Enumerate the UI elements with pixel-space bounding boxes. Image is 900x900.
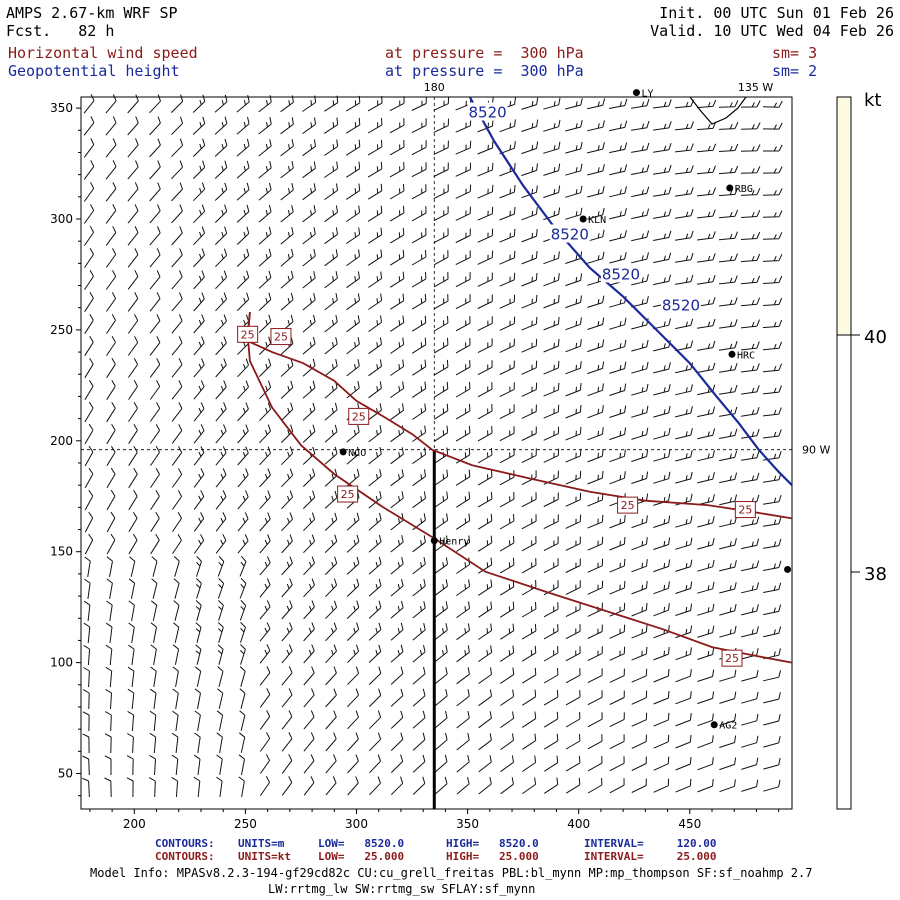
contours: 8520 8520 8520 8520 25 25 25 25 25 25 25 <box>237 96 793 667</box>
speed-contour-25 <box>246 312 793 520</box>
plot-frame <box>80 96 793 810</box>
speed-contour-label: 25 <box>725 652 739 665</box>
forecast-hour: Fcst. 82 h <box>6 22 115 40</box>
speed-contour-label: 25 <box>738 504 752 517</box>
contours-low-speed: LOW= 25.000 <box>318 850 405 863</box>
x-tick-label: 400 <box>567 817 590 831</box>
height-label-bg <box>660 295 701 314</box>
station-dot <box>784 565 792 573</box>
speed-contour-label: 25 <box>352 410 366 423</box>
station-dot <box>339 448 347 456</box>
speed-label-box <box>237 325 259 343</box>
y-tick-label: 350 <box>50 101 73 115</box>
colorbar-label: 38 <box>864 564 887 585</box>
station-label: LY <box>641 89 653 100</box>
plot-border <box>80 96 793 810</box>
axes: 200 250 300 350 400 450 50 100 150 200 250 300 350 18… <box>50 81 830 831</box>
station-label: KLN <box>588 215 606 226</box>
field2-level: at pressure = 300 hPa <box>385 62 584 80</box>
speed-label-box <box>337 485 359 503</box>
height-contour-8520 <box>468 96 793 486</box>
colorbar-blank <box>836 334 852 810</box>
station-dot <box>710 721 718 729</box>
speed-contour-label: 25 <box>621 499 635 512</box>
contours-interval-height: INTERVAL= 120.00 <box>584 837 717 850</box>
valid-time: Valid. 10 UTC Wed 04 Feb 26 <box>650 22 894 40</box>
station-dot <box>728 350 736 358</box>
model-info: Model Info: MPASv8.2.3-194-gf29cd82c CU:… <box>90 866 813 880</box>
wind-barbs <box>81 94 783 798</box>
contours-high-height: HIGH= 8520.0 <box>446 837 539 850</box>
station-dot <box>430 537 438 545</box>
y-tick-label: 100 <box>50 656 73 670</box>
station-label: Henry <box>439 537 469 548</box>
speed-label-box <box>734 501 756 519</box>
speed-contour-label: 25 <box>341 488 355 501</box>
colorbar-label: 40 <box>864 327 887 348</box>
speed-label-box <box>721 649 743 667</box>
y-tick-label: 150 <box>50 545 73 559</box>
x-tick-label: 300 <box>345 817 368 831</box>
x-tick-label: 250 <box>234 817 257 831</box>
model-title: AMPS 2.67-km WRF SP <box>6 4 178 22</box>
contours-interval-speed: INTERVAL= 25.000 <box>584 850 717 863</box>
height-label-bg <box>549 224 590 243</box>
station-dot <box>579 215 587 223</box>
height-label-bg <box>467 102 508 121</box>
station-dot <box>726 184 734 192</box>
x-tick-label: 200 <box>123 817 146 831</box>
height-contour-label: 8520 <box>602 265 640 283</box>
colorbar-fill <box>836 96 852 336</box>
speed-label-box <box>617 496 639 514</box>
colorbar: kt 40 38 <box>836 90 887 810</box>
meridian-label: 135 W <box>738 81 773 94</box>
station-label: NCO <box>348 448 366 459</box>
station-label: AG2 <box>719 721 737 732</box>
station-label: RBG <box>735 184 753 195</box>
height-contour-label: 8520 <box>469 104 507 122</box>
contours-units-speed: UNITS=kt <box>238 850 291 863</box>
init-time: Init. 00 UTC Sun 01 Feb 26 <box>659 4 894 22</box>
contours-label-speed: CONTOURS: <box>155 850 215 863</box>
speed-contour-label: 25 <box>241 328 255 341</box>
y-tick-label: 300 <box>50 212 73 226</box>
contours-units-height: UNITS=m <box>238 837 285 850</box>
y-tick-label: 200 <box>50 434 73 448</box>
coastline <box>689 96 747 125</box>
field1-smoothing: sm= 3 <box>772 44 818 62</box>
meridian-label: 180 <box>424 81 445 94</box>
model-info-physics: LW:rrtmg_lw SW:rrtmg_sw SFLAY:sf_mynn <box>268 882 536 896</box>
parallel-label: 90 W <box>802 444 830 457</box>
y-tick-label: 50 <box>58 767 73 781</box>
x-tick-label: 350 <box>456 817 479 831</box>
field1-level: at pressure = 300 hPa <box>385 44 584 62</box>
field2-name: Geopotential height <box>8 62 180 80</box>
speed-contour-25 <box>246 312 793 664</box>
stations: RBG KLN HRC NCO Henry AG2 LY <box>339 89 792 732</box>
contours-high-speed: HIGH= 25.000 <box>446 850 539 863</box>
speed-contour-label: 25 <box>274 331 288 344</box>
contours-label-height: CONTOURS: <box>155 837 215 850</box>
height-contour-label: 8520 <box>551 226 589 244</box>
station-label: HRC <box>737 350 755 361</box>
speed-label-box <box>270 328 292 346</box>
height-label-bg <box>600 264 641 283</box>
station-dot <box>632 89 640 97</box>
barb-field <box>81 94 783 798</box>
x-tick-label: 450 <box>678 817 701 831</box>
colorbar-unit: kt <box>864 90 881 111</box>
contours-low-height: LOW= 8520.0 <box>318 837 405 850</box>
speed-label-box <box>348 407 370 425</box>
field1-name: Horizontal wind speed <box>8 44 198 62</box>
field2-smoothing: sm= 2 <box>772 62 818 80</box>
y-tick-label: 250 <box>50 323 73 337</box>
height-contour-label: 8520 <box>662 296 700 314</box>
